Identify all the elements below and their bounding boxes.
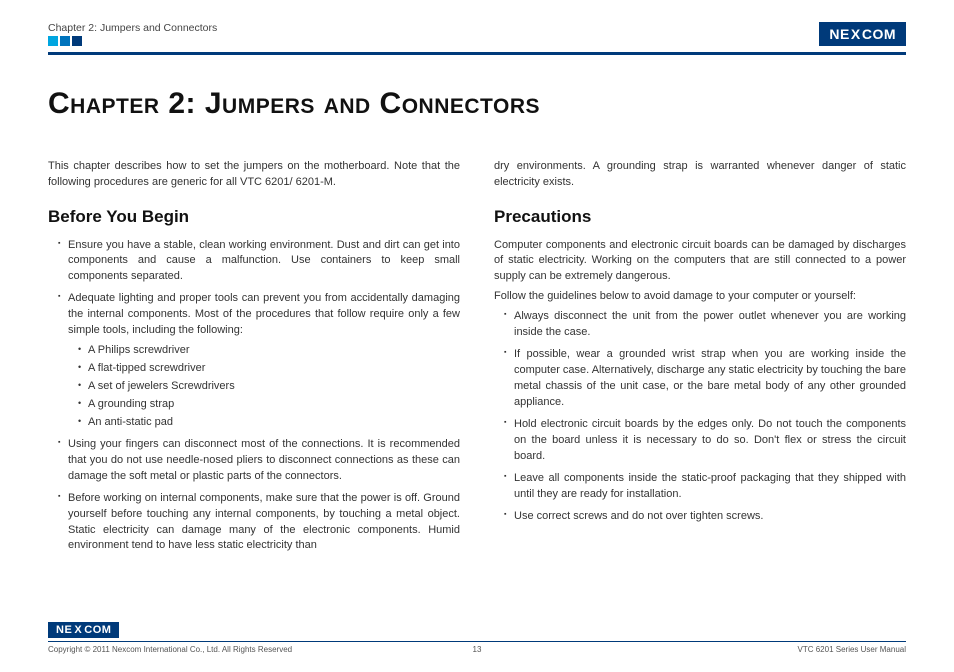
logo-left: NE bbox=[829, 26, 849, 42]
footer-doc: VTC 6201 Series User Manual bbox=[798, 645, 907, 654]
page-title: Chapter 2: Jumpers and Connectors bbox=[48, 87, 906, 121]
square-3 bbox=[72, 36, 82, 46]
header-squares bbox=[48, 36, 217, 46]
right-column: dry environments. A grounding strap is w… bbox=[494, 159, 906, 560]
sub-list-item: A grounding strap bbox=[78, 397, 460, 413]
square-1 bbox=[48, 36, 58, 46]
sub-list-item: An anti-static pad bbox=[78, 415, 460, 431]
precautions-list: Always disconnect the unit from the powe… bbox=[494, 309, 906, 524]
list-item: Adequate lighting and proper tools can p… bbox=[58, 291, 460, 431]
square-2 bbox=[60, 36, 70, 46]
logo-mid: X bbox=[850, 26, 862, 42]
logo-right: COM bbox=[862, 26, 896, 42]
precautions-intro2: Follow the guidelines below to avoid dam… bbox=[494, 289, 906, 305]
footer-rule bbox=[48, 641, 906, 642]
left-column: This chapter describes how to set the ju… bbox=[48, 159, 460, 560]
list-item: Use correct screws and do not over tight… bbox=[504, 509, 906, 525]
precautions-intro1: Computer components and electronic circu… bbox=[494, 238, 906, 286]
footer-logo-left: NE bbox=[56, 624, 72, 636]
footer-logo-mid: X bbox=[72, 624, 84, 636]
footer-logo: NEXCOM bbox=[48, 622, 119, 638]
list-item: Leave all components inside the static-p… bbox=[504, 471, 906, 503]
carryover-text: dry environments. A grounding strap is w… bbox=[494, 159, 906, 191]
sub-list-item: A flat-tipped screwdriver bbox=[78, 361, 460, 377]
sub-list-item: A set of jewelers Screwdrivers bbox=[78, 379, 460, 395]
header-rule bbox=[48, 52, 906, 55]
footer: NEXCOM Copyright © 2011 Nexcom Internati… bbox=[48, 620, 906, 654]
before-heading: Before You Begin bbox=[48, 205, 460, 230]
list-item: Ensure you have a stable, clean working … bbox=[58, 238, 460, 286]
list-item: Before working on internal components, m… bbox=[58, 491, 460, 555]
footer-copyright: Copyright © 2011 Nexcom International Co… bbox=[48, 645, 292, 654]
list-item: Always disconnect the unit from the powe… bbox=[504, 309, 906, 341]
footer-page: 13 bbox=[473, 645, 482, 654]
sub-list: A Philips screwdriver A flat-tipped screw… bbox=[68, 343, 460, 431]
list-item: If possible, wear a grounded wrist strap… bbox=[504, 347, 906, 411]
breadcrumb: Chapter 2: Jumpers and Connectors bbox=[48, 22, 217, 34]
before-list: Ensure you have a stable, clean working … bbox=[48, 238, 460, 555]
precautions-heading: Precautions bbox=[494, 205, 906, 230]
list-item: Hold electronic circuit boards by the ed… bbox=[504, 417, 906, 465]
list-item: Using your fingers can disconnect most o… bbox=[58, 437, 460, 485]
footer-logo-right: COM bbox=[84, 624, 111, 636]
brand-logo: NEXCOM bbox=[819, 22, 906, 46]
intro-text: This chapter describes how to set the ju… bbox=[48, 159, 460, 191]
sub-list-item: A Philips screwdriver bbox=[78, 343, 460, 359]
